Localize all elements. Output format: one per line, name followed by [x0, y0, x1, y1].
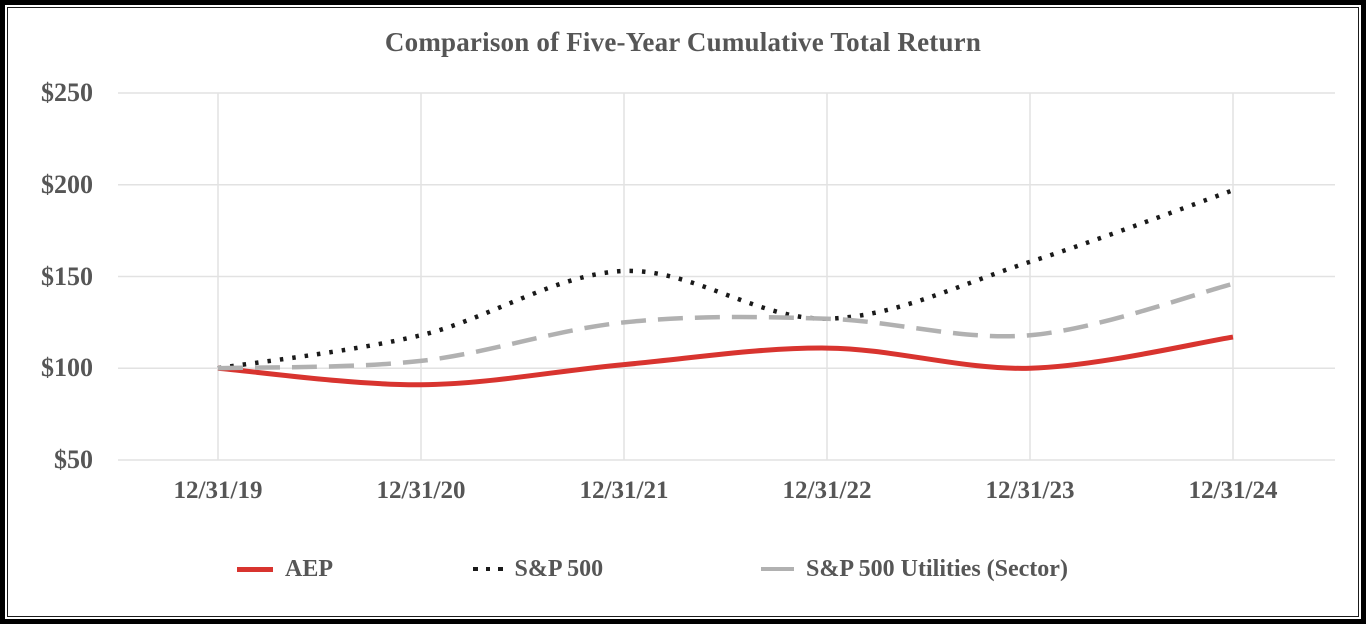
y-tick-label: $50 [54, 445, 93, 474]
legend-item-utilities: S&P 500 Utilities (Sector) [761, 553, 1068, 585]
y-tick-label: $100 [41, 353, 93, 383]
x-tick-label: 12/31/24 [1188, 477, 1278, 504]
legend-item-sp500: S&P 500 [473, 553, 603, 585]
plot-area [118, 92, 1335, 461]
utilities-dash-swatch-icon [761, 566, 794, 572]
aep-line-swatch-icon [237, 566, 273, 572]
legend-item-aep: AEP [237, 553, 333, 585]
x-tick-label: 12/31/22 [782, 477, 872, 504]
legend-label-utilities: S&P 500 Utilities (Sector) [806, 555, 1068, 582]
y-tick-label: $200 [41, 169, 93, 199]
legend-label-sp500: S&P 500 [514, 555, 604, 582]
sp500-dotted-swatch-icon [473, 566, 503, 572]
x-tick-label: 12/31/19 [173, 477, 263, 504]
x-tick-label: 12/31/23 [985, 477, 1075, 504]
y-tick-label: $250 [41, 78, 93, 107]
x-tick-label: 12/31/21 [579, 477, 669, 504]
series-line-1 [217, 188, 1234, 371]
series-line-0 [217, 334, 1234, 388]
chart-title: Comparison of Five-Year Cumulative Total… [384, 27, 982, 57]
x-tick-label: 12/31/20 [376, 477, 466, 504]
legend-label-aep: AEP [285, 555, 333, 582]
y-tick-label: $150 [41, 261, 93, 291]
